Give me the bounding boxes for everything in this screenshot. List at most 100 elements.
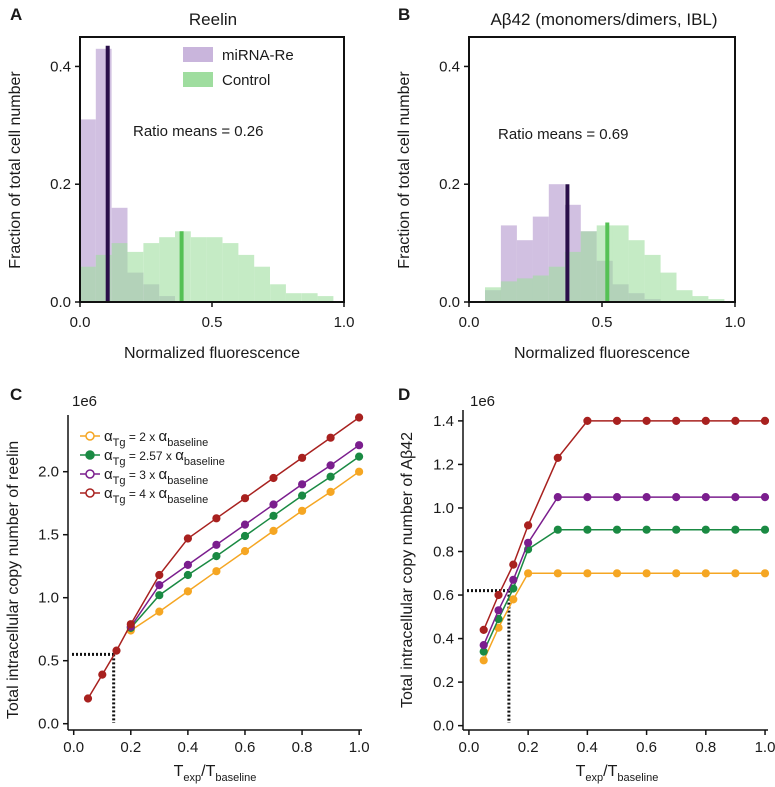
series-marker-2 [355,441,364,450]
series-marker-1 [326,472,335,481]
xlabel-c-slash: /T [201,763,215,780]
xlabel-d-t: T [576,763,586,780]
series-marker-2 [509,575,518,584]
legend-alpha2-257x: α [175,447,184,464]
legend-alpha-4x: α [104,485,113,502]
hist-bar-control [317,296,334,302]
panel-d-ticks: 0.0 0.2 0.4 0.6 0.8 1.0 0.0 0.2 0.4 0.6 0.8 1.0 1.2 1… [433,413,775,756]
series-marker-1 [155,591,164,600]
series-marker-1 [583,525,592,534]
series-marker-0 [326,487,335,496]
series-marker-0 [240,547,250,556]
series-marker-3 [112,646,121,655]
series-marker-2 [240,520,250,529]
legend-sub-base-3x: baseline [167,475,208,487]
hist-bar-control [301,293,318,302]
series-marker-2 [479,641,488,650]
series-marker-3 [731,416,740,425]
hist-bar-control [548,266,565,302]
panel-c-series [83,413,364,703]
series-marker-2 [269,500,278,509]
series-marker-3 [98,670,107,679]
series-marker-3 [553,453,562,462]
series-line-3 [87,416,360,699]
series-line-1 [483,528,765,652]
series-marker-2 [612,493,622,502]
legend-sub-tg-2x: Tg [113,437,126,449]
series-line-2 [483,496,765,646]
panel-c-xlabel: Texp/Tbaseline [174,763,257,784]
legend-text-2x: αTg = 2 x αbaseline [104,428,208,449]
series-marker-1 [612,525,622,534]
series-marker-2 [731,493,740,502]
hist-bar-control [628,240,645,302]
series-marker-2 [326,461,335,470]
hist-bar-control [222,243,239,302]
series-marker-1 [701,525,710,534]
y-tick-label: 0.8 [433,543,454,560]
y-tick-label: 1.4 [433,413,454,430]
series-marker-2 [524,538,533,547]
panel-letter-d: D [398,385,410,404]
series-marker-0 [524,569,533,578]
series-marker-3 [509,560,518,569]
y-tick-label: 2.0 [38,464,59,481]
x-tick-label: 0.6 [235,739,256,756]
legend-sub-tg-3x: Tg [113,475,126,487]
x-tick-label: 1.0 [349,739,370,756]
hist-bar-control [485,287,501,302]
panel-d-xlabel: Texp/Tbaseline [576,763,659,784]
panel-b-bars [485,184,725,302]
series-marker-3 [212,514,221,523]
hist-bar-control [159,237,175,302]
series-marker-1 [553,525,562,534]
panel-c-linechart: 1e6 0.0 0.2 0.4 0.6 0.8 1.00.00.51.01.52.0 αT… [5,393,370,784]
y-tick-label: 0.4 [50,58,71,75]
series-marker-2 [701,493,710,502]
series-line-0 [483,572,765,661]
legend-mid-2x: = 2 x [126,430,159,444]
y-tick-label: 0.4 [439,58,460,75]
x-tick-label: 0.0 [70,314,91,331]
y-tick-label: 1.5 [38,527,59,544]
legend-mid-3x: = 3 x [126,468,159,482]
series-marker-2 [183,560,192,570]
hist-bar-control [80,266,96,302]
x-tick-label: 0.0 [458,739,479,756]
series-marker-3 [298,453,307,462]
xlabel-c-sub2: baseline [215,772,256,784]
panel-a-ticks: 0.0 0.5 1.0 0.0 0.2 0.4 [50,58,354,331]
hist-bar-control [111,243,128,302]
panel-b-xlabel: Normalized fluorescence [514,345,690,362]
panel-letter-a: A [10,5,22,24]
panel-c-legend: αTg = 2 x αbaseline αTg = 2.57 x αbaseli… [80,428,225,506]
series-marker-0 [298,506,307,515]
legend-alpha2-4x: α [159,485,168,502]
series-marker-3 [642,416,651,425]
hist-bar-control [143,243,160,302]
xlabel-d-sub1: exp [585,772,603,784]
hist-bar-control [580,231,597,302]
panel-a-xlabel: Normalized fluorescence [124,345,300,362]
hist-bar-control [596,225,613,302]
legend-item-4x: αTg = 4 x αbaseline [80,485,208,506]
y-tick-label: 1.0 [38,590,59,607]
panel-d-ylabel: Total intracellular copy number of Aβ42 [399,432,416,708]
series-marker-1 [240,531,250,541]
series-marker-2 [583,493,592,502]
series-marker-3 [612,416,622,425]
y-tick-label: 0.0 [50,294,71,311]
y-tick-label: 0.4 [433,631,454,648]
y-tick-label: 0.2 [439,176,460,193]
hist-bar-control [644,254,661,302]
y-tick-label: 1.0 [433,500,454,517]
x-tick-label: 0.4 [177,739,198,756]
series-marker-1 [183,570,192,580]
series-marker-1 [731,525,740,534]
panel-b-ylabel: Fraction of total cell number [396,71,413,269]
y-tick-label: 0.0 [439,294,460,311]
hist-bar-control [270,284,286,302]
series-marker-2 [760,493,770,502]
series-marker-3 [269,473,278,483]
